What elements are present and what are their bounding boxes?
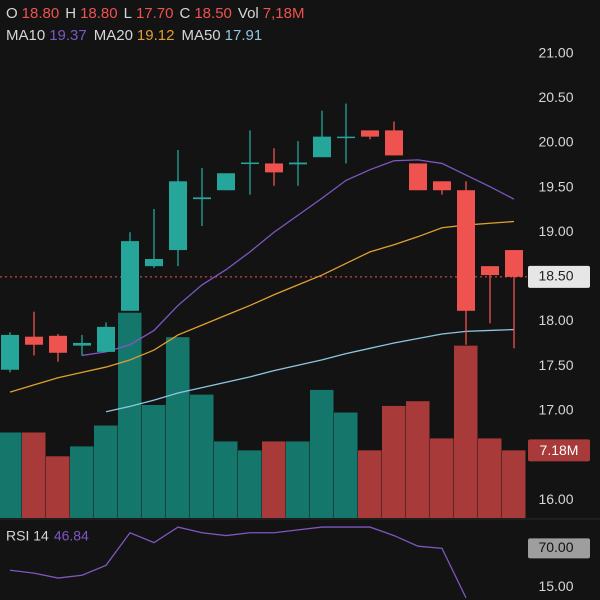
header-label: L xyxy=(124,5,132,22)
volume-bar xyxy=(94,425,118,518)
volume-bar xyxy=(142,404,166,518)
y-tick-label: 18.50 xyxy=(538,268,573,284)
volume-bar xyxy=(454,345,478,518)
volume-bar xyxy=(70,446,94,518)
candle-body xyxy=(193,197,211,200)
header-value: 17.70 xyxy=(136,5,174,22)
y-tick-label: 20.00 xyxy=(538,134,573,150)
candle-body xyxy=(457,190,475,311)
candle-body xyxy=(73,342,91,346)
price-pane xyxy=(0,103,528,518)
candle-body xyxy=(433,181,451,191)
current-price-box xyxy=(528,265,590,288)
header-value: 18.80 xyxy=(80,5,118,22)
candle-body xyxy=(481,266,499,276)
rsi-label: RSI 14 xyxy=(6,528,49,544)
y-tick-label: 17.50 xyxy=(538,357,573,373)
ma-line xyxy=(105,328,515,413)
ma-line xyxy=(9,220,515,393)
y-tick-label: 15.00 xyxy=(538,578,573,594)
header-value: 18.50 xyxy=(194,5,232,22)
volume-bar xyxy=(262,441,286,518)
volume-bar xyxy=(118,312,142,518)
volume-bar xyxy=(22,432,46,518)
legend-label: MA10 xyxy=(6,27,45,44)
header-value: 7,18M xyxy=(263,5,305,22)
volume-bar xyxy=(430,438,454,518)
rsi-pane xyxy=(9,526,467,599)
volume-bar xyxy=(238,450,262,518)
volume-bar xyxy=(214,441,238,518)
volume-label-box xyxy=(528,439,590,462)
candle-body xyxy=(169,181,187,251)
candle-body xyxy=(145,259,163,267)
candle-body xyxy=(217,173,235,191)
y-tick-label: 21.00 xyxy=(538,44,573,60)
volume-bar xyxy=(310,389,334,518)
rsi-line xyxy=(9,526,467,599)
candle-body xyxy=(97,326,115,352)
y-tick-label: 19.00 xyxy=(538,223,573,239)
y-tick-label: 70.00 xyxy=(538,539,573,555)
volume-bar xyxy=(358,450,382,518)
legend-label: MA20 xyxy=(94,27,133,44)
candle-body xyxy=(385,130,403,156)
y-tick-label: 16.00 xyxy=(538,491,573,507)
y-tick-label: 19.50 xyxy=(538,178,573,194)
header-value: 18.80 xyxy=(22,5,60,22)
volume-bar xyxy=(502,450,526,518)
candle-body xyxy=(409,163,427,191)
volume-bar xyxy=(478,438,502,518)
candle-body xyxy=(241,162,259,165)
volume-bar xyxy=(46,456,70,518)
candle-body xyxy=(121,241,139,311)
candle-body xyxy=(265,163,283,173)
legend-value: 17.91 xyxy=(225,27,263,44)
volume-bar xyxy=(166,337,190,518)
header-label: C xyxy=(180,5,191,22)
volume-bar xyxy=(334,412,358,518)
candle-body xyxy=(1,334,19,370)
header-label: H xyxy=(65,5,76,22)
candle-body xyxy=(289,162,307,165)
volume-bar xyxy=(286,441,310,518)
candle-body xyxy=(337,136,355,139)
y-tick-label: 18.00 xyxy=(538,312,573,328)
header-label: Vol xyxy=(238,5,259,22)
legend-value: 19.37 xyxy=(49,27,87,44)
header-label: O xyxy=(6,5,18,22)
volume-label: 7.18M xyxy=(540,442,579,458)
volume-bar xyxy=(190,394,214,518)
candle-body xyxy=(505,250,523,277)
y-tick-label: 17.00 xyxy=(538,402,573,418)
ma-line xyxy=(81,159,515,357)
tick-box xyxy=(528,538,590,559)
volume-bar xyxy=(406,401,430,518)
legend-label: MA50 xyxy=(181,27,220,44)
rsi-value: 46.84 xyxy=(54,528,89,544)
candle-body xyxy=(49,335,67,353)
overlay: 7.18M 21.00 20.50 20.00 19.50 19.00 18.50 18.00… xyxy=(0,5,600,594)
legend-value: 19.12 xyxy=(137,27,175,44)
candle-body xyxy=(25,336,43,345)
candle-body xyxy=(361,130,379,137)
volume-bar xyxy=(0,432,22,518)
volume-bar xyxy=(382,405,406,518)
y-tick-label: 20.50 xyxy=(538,89,573,105)
candle-body xyxy=(313,136,331,158)
